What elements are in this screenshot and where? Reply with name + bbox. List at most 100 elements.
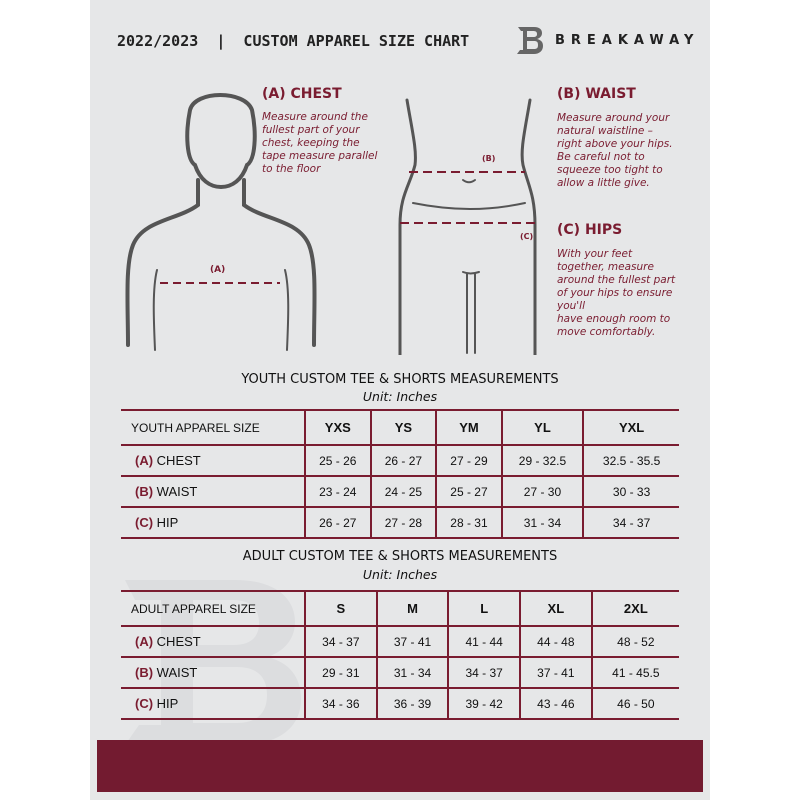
brand-name: BREAKAWAY	[555, 32, 700, 48]
desc-line: move comfortably.	[557, 326, 656, 338]
waist-description: Measure around your natural waistline – ri…	[557, 112, 673, 190]
table-header-row: YOUTH APPAREL SIZE YXS YS YM YL YXL	[121, 410, 679, 446]
table-row: (B) WAIST 23 - 24 24 - 25 25 - 27 27 - 30 30 …	[121, 476, 679, 508]
cell: 27 - 28	[369, 507, 437, 539]
cell: 36 - 39	[375, 688, 449, 720]
size-header: XL	[519, 591, 592, 627]
footer-band	[97, 740, 703, 792]
cell: 37 - 41	[519, 657, 592, 689]
cell: 24 - 25	[369, 476, 437, 508]
table-row: (A) CHEST 34 - 37 37 - 41 41 - 44 44 - 48 48 …	[121, 626, 679, 658]
adult-table-title: ADULT CUSTOM TEE & SHORTS MEASUREMENTS	[242, 549, 558, 564]
chest-marker: (A)	[210, 265, 226, 275]
upper-body-illustration	[125, 93, 317, 351]
cell: 31 - 34	[375, 657, 449, 689]
youth-table-title: YOUTH CUSTOM TEE & SHORTS MEASUREMENTS	[241, 372, 559, 387]
breakaway-logo-icon	[517, 27, 543, 54]
size-header: S	[304, 591, 377, 627]
row-label: (B) WAIST	[121, 476, 305, 508]
row-code: (C)	[135, 696, 154, 711]
desc-line: allow a little give.	[557, 177, 650, 189]
adult-size-table: ADULT APPAREL SIZE S M L XL 2XL (A) CHEST 34 …	[121, 590, 679, 720]
row-code: (B)	[135, 665, 154, 680]
size-header: YS	[369, 410, 437, 446]
hips-heading: (C) HIPS	[557, 222, 623, 238]
row-code: (C)	[135, 515, 154, 530]
cell: 27 - 30	[500, 476, 584, 508]
row-name: CHEST	[156, 634, 201, 649]
cell: 32.5 - 35.5	[582, 445, 679, 477]
size-header: L	[447, 591, 521, 627]
waist-hips-illustration	[398, 98, 537, 355]
desc-line: fullest part of your	[262, 124, 360, 136]
cell: 27 - 29	[435, 445, 502, 477]
size-header: 2XL	[590, 591, 679, 627]
size-header: M	[375, 591, 449, 627]
cell: 29 - 32.5	[500, 445, 584, 477]
size-label: ADULT APPAREL SIZE	[121, 591, 305, 627]
cell: 34 - 37	[304, 626, 377, 658]
adult-unit: Unit: Inches	[362, 567, 438, 582]
cell: 43 - 46	[519, 688, 592, 720]
row-label: (C) HIP	[121, 688, 305, 720]
row-label: (A) CHEST	[121, 445, 305, 477]
desc-line: Measure around the	[262, 111, 368, 123]
desc-line: together, measure	[557, 261, 654, 273]
desc-line: With your feet	[557, 248, 633, 260]
row-code: (A)	[135, 453, 154, 468]
cell: 29 - 31	[304, 657, 377, 689]
desc-line: you'll	[557, 300, 586, 312]
desc-line: squeeze too tight to	[557, 164, 663, 176]
row-label: (C) HIP	[121, 507, 305, 539]
row-code: (B)	[135, 484, 154, 499]
row-name: HIP	[156, 515, 179, 530]
size-chart-page: 2022/2023 | CUSTOM APPAREL SIZE CHART BR…	[90, 0, 710, 800]
cell: 37 - 41	[375, 626, 449, 658]
youth-unit: Unit: Inches	[362, 389, 438, 404]
cell: 23 - 24	[304, 476, 371, 508]
cell: 31 - 34	[500, 507, 584, 539]
size-label: YOUTH APPAREL SIZE	[121, 410, 305, 446]
table-row: (C) HIP 26 - 27 27 - 28 28 - 31 31 - 34 34 - …	[121, 507, 679, 539]
row-name: WAIST	[156, 665, 198, 680]
size-header: YL	[500, 410, 584, 446]
waist-marker: (B)	[482, 154, 496, 163]
size-header: YXS	[304, 410, 371, 446]
cell: 25 - 26	[304, 445, 371, 477]
desc-line: to the floor	[262, 163, 321, 175]
desc-line: Be careful not to	[557, 151, 645, 163]
cell: 34 - 37	[582, 507, 679, 539]
cell: 41 - 44	[447, 626, 521, 658]
size-header: YM	[435, 410, 502, 446]
cell: 34 - 37	[447, 657, 521, 689]
chest-description: Measure around the fullest part of your ch…	[262, 111, 377, 176]
row-label: (B) WAIST	[121, 657, 305, 689]
cell: 34 - 36	[304, 688, 377, 720]
desc-line: tape measure parallel	[262, 150, 378, 162]
cell: 30 - 33	[582, 476, 679, 508]
table-row: (B) WAIST 29 - 31 31 - 34 34 - 37 37 - 41 41 …	[121, 657, 679, 689]
cell: 25 - 27	[435, 476, 502, 508]
cell: 28 - 31	[435, 507, 502, 539]
desc-line: right above your hips.	[557, 138, 673, 150]
waist-heading: (B) WAIST	[557, 86, 636, 102]
row-code: (A)	[135, 634, 154, 649]
cell: 41 - 45.5	[590, 657, 679, 689]
cell: 26 - 27	[304, 507, 371, 539]
table-row: (A) CHEST 25 - 26 26 - 27 27 - 29 29 - 32.5 3…	[121, 445, 679, 477]
cell: 44 - 48	[519, 626, 592, 658]
table-header-row: ADULT APPAREL SIZE S M L XL 2XL	[121, 591, 679, 627]
desc-line: of your hips to ensure	[557, 287, 673, 299]
hips-description: With your feet together, measure around th…	[557, 248, 675, 339]
page-title: 2022/2023 | CUSTOM APPAREL SIZE CHART	[117, 32, 470, 50]
desc-line: chest, keeping the	[262, 137, 360, 149]
table-row: (C) HIP 34 - 36 36 - 39 39 - 42 43 - 46 46 - …	[121, 688, 679, 720]
desc-line: around the fullest part	[557, 274, 676, 286]
row-name: WAIST	[156, 484, 198, 499]
size-header: YXL	[582, 410, 679, 446]
cell: 46 - 50	[590, 688, 679, 720]
cell: 48 - 52	[590, 626, 679, 658]
desc-line: have enough room to	[557, 313, 671, 325]
row-label: (A) CHEST	[121, 626, 305, 658]
hips-marker: (C)	[520, 232, 534, 241]
